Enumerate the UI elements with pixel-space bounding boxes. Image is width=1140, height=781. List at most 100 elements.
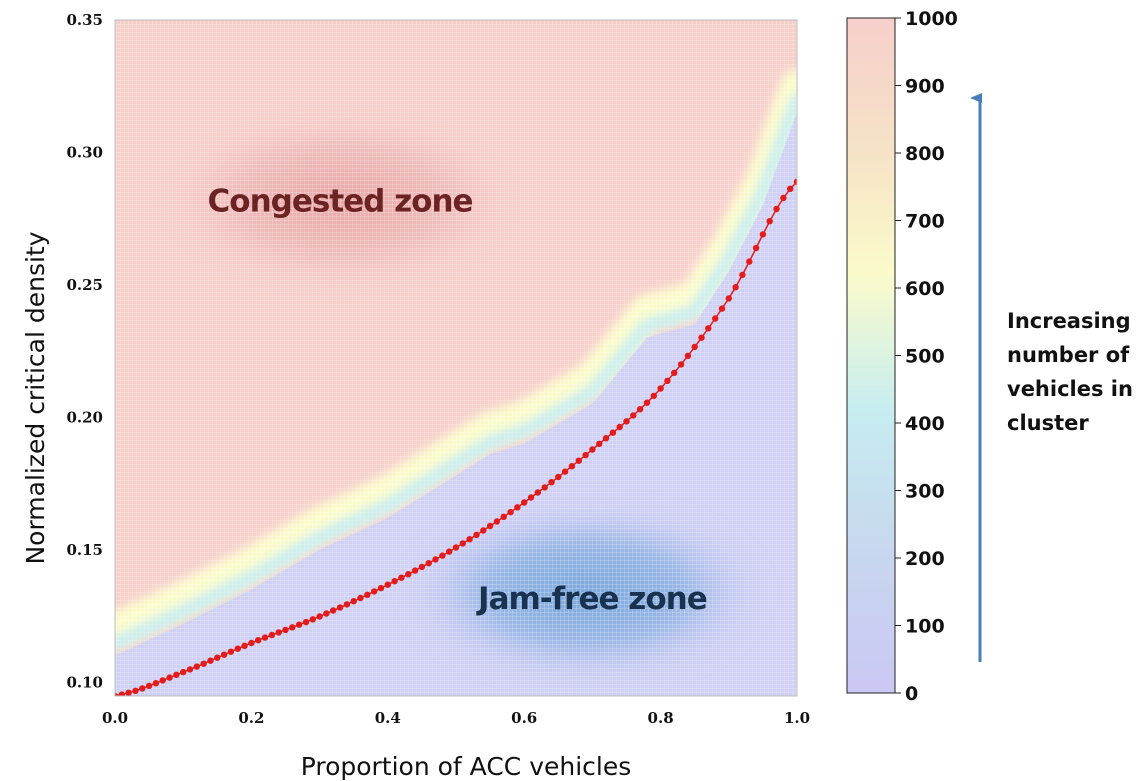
critical-curve-point [582, 451, 589, 459]
critical-curve-point [207, 657, 214, 664]
colorbar-tick-label: 500 [905, 346, 945, 368]
critical-curve-point [746, 258, 753, 265]
critical-curve-point [493, 518, 501, 525]
critical-curve-point [118, 691, 125, 696]
critical-curve-point [398, 574, 405, 581]
critical-curve-point [718, 305, 726, 312]
critical-curve-point [650, 392, 657, 399]
critical-curve-point [616, 423, 623, 431]
critical-curve-point [521, 499, 528, 506]
x-tick-label: 0.6 [511, 709, 537, 727]
colorbar-tick-label: 900 [905, 76, 945, 98]
critical-curve-point [173, 671, 180, 678]
critical-curve-point [561, 468, 569, 475]
critical-curve-point [275, 629, 282, 636]
critical-curve-point [200, 660, 207, 667]
critical-curve-point [180, 668, 187, 676]
critical-curve-point [425, 560, 432, 567]
critical-curve-point [527, 494, 535, 501]
critical-curve-point [514, 504, 521, 511]
y-axis-title: Normalized critical density [21, 231, 50, 564]
critical-curve-point [357, 594, 364, 602]
y-tick-label: 0.10 [66, 674, 103, 692]
critical-curve-point [486, 522, 494, 530]
critical-curve-point [732, 284, 739, 291]
critical-curve-point [411, 567, 419, 574]
arrow-annotation: Increasing number of vehicles in cluster [1007, 309, 1133, 435]
critical-curve-point [125, 689, 132, 696]
plot-frame [114, 19, 798, 697]
critical-curve-point [115, 692, 119, 696]
critical-curve-point [234, 645, 241, 652]
critical-curve-point [323, 610, 330, 617]
critical-curve-point [309, 616, 316, 623]
critical-curve-point [568, 463, 576, 470]
critical-curve-point [466, 536, 473, 543]
critical-curve-point [255, 637, 262, 644]
colorbar-tick-label: 200 [905, 548, 945, 570]
x-tick-label: 0.8 [648, 709, 674, 727]
critical-curve-point [336, 604, 344, 611]
critical-curve-point [145, 682, 153, 690]
critical-curve-point [268, 631, 276, 639]
x-tick-label: 0.2 [238, 709, 264, 727]
critical-curve-point [739, 271, 746, 279]
colorbar-tick-label: 300 [905, 481, 945, 503]
critical-curve-point [752, 244, 760, 252]
critical-curve-point [220, 651, 228, 658]
critical-curve-point [132, 687, 139, 694]
colorbar-tick-label: 100 [905, 616, 945, 638]
critical-curve-point [780, 194, 787, 202]
congested-zone-label: Congested zone [208, 183, 473, 219]
critical-curve-point [261, 634, 269, 641]
arrow-annotation-line: cluster [1007, 411, 1089, 435]
critical-curve-point [480, 527, 487, 534]
y-tick-label: 0.15 [66, 541, 103, 559]
critical-curve-point [152, 680, 160, 687]
x-tick-label: 0.4 [375, 709, 401, 727]
critical-curve-point [500, 513, 507, 520]
critical-curve-point [316, 613, 323, 620]
critical-curve-point [657, 385, 664, 392]
critical-curve-point [248, 639, 255, 647]
critical-curve-point [364, 591, 371, 598]
critical-curve-point [712, 315, 719, 322]
critical-curve-point [459, 540, 466, 547]
plot-area [115, 20, 797, 696]
critical-curve-point [289, 624, 296, 631]
critical-curve-point [793, 178, 797, 185]
critical-curve-point [159, 677, 166, 684]
colorbar-gradient [846, 17, 896, 694]
critical-curve-point [766, 218, 773, 225]
y-axis-ticks: 0.10 0.15 0.20 0.25 0.30 0.35 [66, 11, 103, 692]
critical-curve-point [371, 588, 378, 595]
critical-curve-point [548, 479, 555, 486]
critical-curve-point [773, 205, 780, 213]
x-axis-title: Proportion of ACC vehicles [301, 752, 632, 781]
critical-curve-point [452, 544, 460, 551]
critical-curve-point [186, 666, 194, 673]
critical-curve-point [139, 685, 146, 692]
y-tick-label: 0.35 [66, 11, 103, 29]
critical-curve-point [691, 343, 698, 351]
colorbar-ticks: 0 100 200 300 400 500 600 700 800 900 1000 [895, 8, 958, 705]
colorbar-tick-label: 600 [905, 278, 945, 300]
critical-curve-point [343, 601, 351, 608]
critical-curve-point [684, 352, 692, 359]
critical-curve-point [575, 457, 582, 464]
grid-overlay [115, 20, 797, 696]
critical-curve-point [227, 648, 235, 655]
critical-curve-point [507, 508, 514, 516]
critical-curve-point [384, 581, 391, 588]
colorbar: 0 100 200 300 400 500 600 700 800 900 1000 [846, 8, 958, 705]
critical-curve-point [671, 369, 678, 376]
critical-curve-point [596, 440, 603, 447]
critical-curve-point [418, 563, 426, 571]
critical-curve-point [405, 571, 412, 578]
critical-curve-point [589, 446, 596, 453]
critical-curve-point [446, 548, 453, 555]
critical-curve-point [330, 607, 337, 614]
critical-curve-point [193, 663, 200, 670]
critical-curve-point [541, 484, 548, 491]
